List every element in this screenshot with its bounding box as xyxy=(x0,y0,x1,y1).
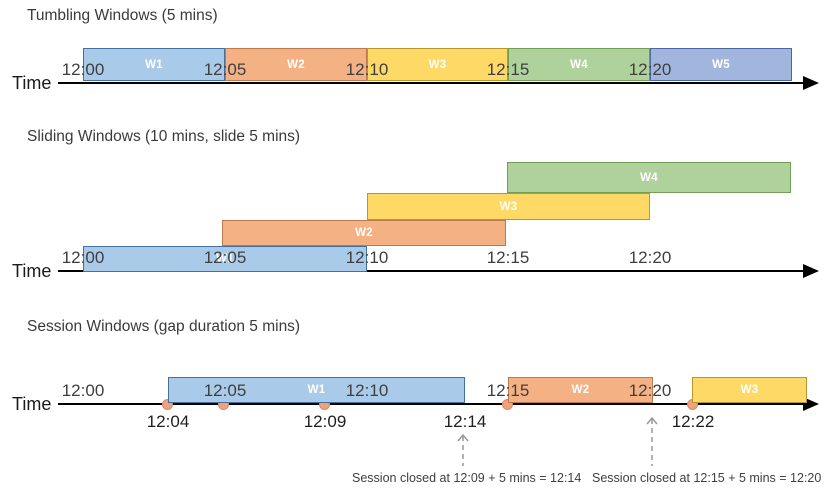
timeline xyxy=(58,270,806,272)
window-label: W2 xyxy=(287,58,305,71)
window-label: W5 xyxy=(712,58,730,71)
tick-label: 12:05 xyxy=(203,60,247,79)
tick-label: 12:20 xyxy=(628,381,672,400)
event-dot xyxy=(162,399,173,410)
section-title: Session Windows (gap duration 5 mins) xyxy=(27,318,301,335)
tick-label: 12:10 xyxy=(345,381,389,400)
window-w2: W2 xyxy=(222,220,506,246)
window-w4: W4 xyxy=(508,48,650,81)
tick-label: 12:15 xyxy=(486,381,530,400)
section-title: Tumbling Windows (5 mins) xyxy=(27,7,218,24)
tick-label: 12:15 xyxy=(486,248,530,267)
tick-label: 12:00 xyxy=(61,381,105,400)
window-label: W2 xyxy=(355,227,373,239)
window-w3: W3 xyxy=(367,48,508,81)
tick-label: 12:00 xyxy=(61,60,105,79)
tick-label: 12:20 xyxy=(628,60,672,79)
window-w1: W1 xyxy=(83,246,367,272)
tick-label: 12:20 xyxy=(628,248,672,267)
time-axis-label: Time xyxy=(12,73,52,93)
event-time-label: 12:09 xyxy=(303,412,347,431)
session-close-annotation: Session closed at 12:15 + 5 mins = 12:20 xyxy=(592,471,822,485)
tick-label: 12:00 xyxy=(61,248,105,267)
tick-label: 12:05 xyxy=(203,248,247,267)
timeline-arrow-icon xyxy=(803,397,819,411)
window-w2: W2 xyxy=(508,377,653,403)
timeline-arrow-icon xyxy=(803,76,819,90)
window-w4: W4 xyxy=(507,162,791,193)
window-label: W2 xyxy=(571,384,590,396)
session-section: Session Windows (gap duration 5 mins) Ti… xyxy=(0,290,829,498)
sliding-section: Sliding Windows (10 mins, slide 5 mins) … xyxy=(0,110,829,290)
window-label: W1 xyxy=(307,384,326,396)
timeline-arrow-icon xyxy=(803,264,819,278)
window-label: W4 xyxy=(640,171,658,184)
window-w1: W1 xyxy=(83,48,225,81)
annotation-arrow-icon xyxy=(457,433,469,466)
tick-label: 12:10 xyxy=(345,248,389,267)
window-label: W4 xyxy=(570,58,588,71)
window-w3: W3 xyxy=(692,377,807,403)
tick-label: 12:15 xyxy=(486,60,530,79)
event-time-label: 12:22 xyxy=(671,412,715,431)
tick-label: 12:10 xyxy=(345,60,389,79)
tick-label: 12:05 xyxy=(203,381,247,400)
session-close-annotation: Session closed at 12:09 + 5 mins = 12:14 xyxy=(352,471,582,485)
time-axis-label: Time xyxy=(12,261,52,281)
window-label: W3 xyxy=(428,58,447,71)
window-label: W3 xyxy=(740,384,759,396)
window-label: W1 xyxy=(216,253,234,265)
event-time-label: 12:14 xyxy=(443,412,487,431)
window-w2: W2 xyxy=(225,48,367,81)
event-dot xyxy=(502,399,513,410)
window-w5: W5 xyxy=(650,48,792,81)
timeline xyxy=(58,403,806,405)
annotation-arrow-icon xyxy=(646,416,658,466)
event-time-label: 12:04 xyxy=(146,412,190,431)
window-label: W1 xyxy=(145,58,163,71)
window-w1: W1 xyxy=(168,377,465,403)
window-label: W3 xyxy=(499,200,518,213)
timeline xyxy=(58,82,806,84)
tumbling-section: Tumbling Windows (5 mins) Time W1 W2 W3 … xyxy=(0,0,829,110)
time-axis-label: Time xyxy=(12,394,52,414)
section-title: Sliding Windows (10 mins, slide 5 mins) xyxy=(27,128,301,145)
window-w3: W3 xyxy=(367,193,650,220)
